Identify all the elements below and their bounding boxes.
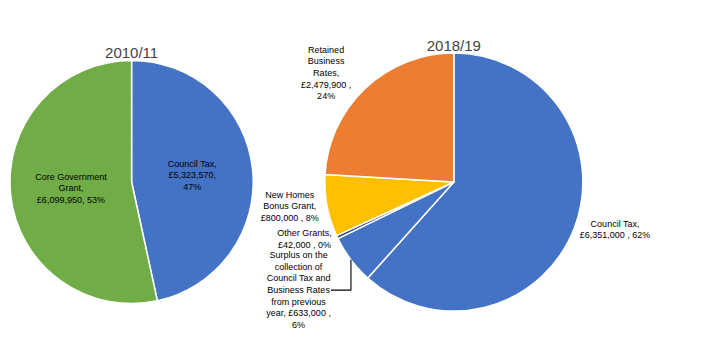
svg-text:Core GovernmentGrant,£6,099,95: Core GovernmentGrant,£6,099,950, 53% — [35, 172, 107, 205]
svg-text:RetainedBusinessRates,£2,479,9: RetainedBusinessRates,£2,479,900 ,24% — [301, 45, 351, 102]
svg-text:2010/11: 2010/11 — [105, 44, 158, 61]
svg-text:New HomesBonus Grant,£800,000: New HomesBonus Grant,£800,000 , 8% — [261, 190, 319, 223]
svg-text:2018/19: 2018/19 — [427, 37, 481, 54]
svg-text:Surplus on thecollection ofCou: Surplus on thecollection ofCouncil Tax a… — [266, 250, 331, 330]
svg-text:Other Grants,£42,000 , 0%: Other Grants,£42,000 , 0% — [277, 228, 332, 250]
svg-text:Council Tax,£5,323,570,47%: Council Tax,£5,323,570,47% — [168, 159, 217, 192]
svg-text:Council Tax,£6,351,000 , 62%: Council Tax,£6,351,000 , 62% — [580, 219, 651, 241]
